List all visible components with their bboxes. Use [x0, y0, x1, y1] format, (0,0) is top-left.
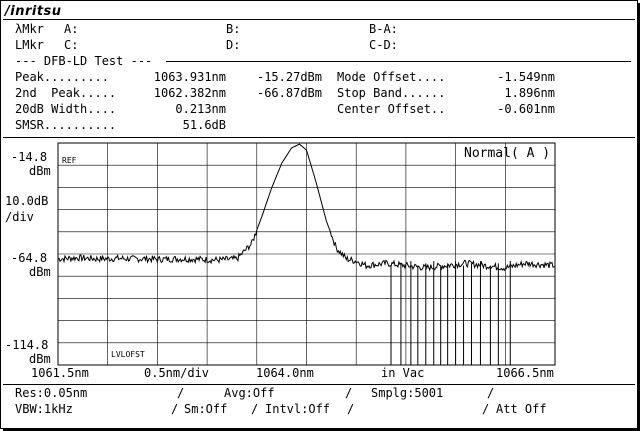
- plot-divider: [3, 137, 635, 138]
- status-sep-2: /: [345, 386, 353, 400]
- width-20db-label: 20dB Width....: [15, 102, 117, 116]
- peak-level: -15.27dBm: [256, 70, 322, 84]
- status-sep-7: /: [482, 402, 490, 416]
- mode-offset-label: Mode Offset....: [337, 70, 446, 84]
- dfb-title-rule: [166, 61, 631, 62]
- ref-level-value: -14.8: [11, 150, 48, 164]
- width-20db-value: 0.213nm: [175, 102, 226, 116]
- div-scale-unit: /div: [5, 210, 34, 224]
- status-sep-3: /: [487, 386, 495, 400]
- x-center-label: 1064.0nm: [256, 366, 314, 380]
- status-sep-5: /: [251, 402, 259, 416]
- second-peak-level: -66.87dBm: [256, 86, 322, 100]
- level-offset-marker: LVLOFST: [111, 350, 145, 359]
- smoothing-status: Sm:Off: [184, 402, 228, 416]
- spectrum-trace: [57, 143, 556, 272]
- interval-status: Intvl:Off: [265, 402, 331, 416]
- second-peak-wavelength: 1062.382nm: [153, 86, 226, 100]
- center-offset-label: Center Offset..: [337, 102, 446, 116]
- attenuator-status: Att Off: [496, 402, 547, 416]
- smsr-value: 51.6dB: [182, 118, 226, 132]
- marker-a-label: A:: [64, 22, 79, 36]
- status-sep-6: /: [347, 402, 355, 416]
- dfb-test-title: --- DFB-LD Test ---: [15, 54, 153, 68]
- marker-ba-label: B-A:: [369, 22, 398, 36]
- status-sep-1: /: [177, 386, 185, 400]
- lambda-marker-label: λMkr: [15, 22, 44, 36]
- vbw-status: VBW:1kHz: [15, 402, 73, 416]
- marker-cd-label: C-D:: [369, 38, 398, 52]
- resolution-status: Res:0.05nm: [15, 386, 88, 400]
- marker-c-label: C:: [64, 38, 79, 52]
- ref-level-unit: dBm: [29, 164, 51, 178]
- peak-label: Peak.........: [15, 70, 109, 84]
- average-status: Avg:Off: [224, 386, 275, 400]
- div-scale-value: 10.0dB: [5, 194, 49, 208]
- marker-b-label: B:: [226, 22, 241, 36]
- bottom-level-value: -114.8: [5, 338, 49, 352]
- x-stop-label: 1066.5nm: [496, 366, 554, 380]
- status-divider: [3, 384, 635, 385]
- anritsu-logo: /inritsu: [5, 4, 62, 19]
- header-divider: [3, 19, 635, 20]
- status-sep-4: /: [171, 402, 179, 416]
- bottom-level-unit: dBm: [29, 352, 51, 366]
- smsr-label: SMSR..........: [15, 118, 117, 132]
- mid-level-unit: dBm: [29, 265, 51, 279]
- stop-band-label: Stop Band......: [337, 86, 446, 100]
- sampling-status: Smplg:5001: [371, 386, 444, 400]
- marker-d-label: D:: [226, 38, 241, 52]
- peak-wavelength: 1063.931nm: [153, 70, 226, 84]
- second-peak-label: 2nd Peak.....: [15, 86, 117, 100]
- ref-marker: REF: [62, 156, 77, 165]
- x-per-div-label: 0.5nm/div: [144, 366, 210, 380]
- level-marker-label: LMkr: [15, 38, 44, 52]
- x-medium-label: in Vac: [381, 366, 425, 380]
- stop-band-value: 1.896nm: [504, 86, 555, 100]
- x-start-label: 1061.5nm: [31, 366, 89, 380]
- mode-offset-value: -1.549nm: [497, 70, 555, 84]
- center-offset-value: -0.601nm: [497, 102, 555, 116]
- mid-level-value: -64.8: [11, 251, 48, 265]
